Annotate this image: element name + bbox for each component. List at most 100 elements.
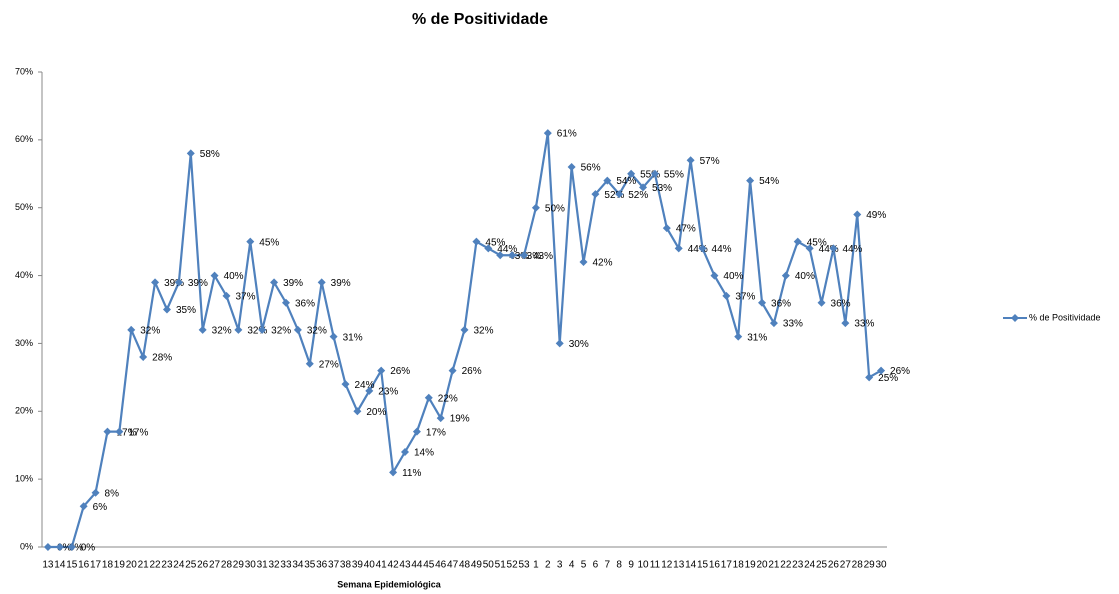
x-tick-label: 47 bbox=[447, 560, 459, 571]
data-label: 24% bbox=[354, 380, 374, 391]
x-tick-label: 33 bbox=[280, 560, 292, 571]
point-marker bbox=[270, 278, 279, 287]
point-marker bbox=[662, 224, 671, 233]
x-tick-label: 19 bbox=[114, 560, 126, 571]
data-label: 11% bbox=[402, 468, 421, 479]
point-marker bbox=[615, 190, 624, 199]
point-marker bbox=[520, 251, 529, 260]
y-tick-label: 10% bbox=[15, 474, 33, 484]
x-tick-label: 5 bbox=[581, 560, 587, 571]
x-tick-label: 46 bbox=[435, 560, 447, 571]
point-marker bbox=[710, 271, 719, 280]
x-tick-label: 25 bbox=[816, 560, 828, 571]
point-marker bbox=[91, 488, 100, 497]
data-label: 32% bbox=[271, 325, 291, 336]
data-label: 31% bbox=[343, 332, 363, 343]
point-marker bbox=[591, 190, 600, 199]
x-tick-label: 9 bbox=[628, 560, 634, 571]
data-label: 44% bbox=[819, 244, 839, 255]
point-marker bbox=[746, 176, 755, 185]
point-marker bbox=[281, 298, 290, 307]
point-marker bbox=[412, 427, 421, 436]
data-label: 43% bbox=[521, 251, 541, 262]
x-tick-label: 1 bbox=[533, 560, 539, 571]
x-tick-label: 29 bbox=[864, 560, 876, 571]
legend-label: % de Positividade bbox=[1029, 312, 1101, 322]
x-tick-label: 28 bbox=[221, 560, 233, 571]
x-tick-label: 44 bbox=[411, 560, 423, 571]
data-label: 36% bbox=[295, 298, 315, 309]
data-label: 0% bbox=[81, 543, 96, 554]
x-tick-label: 32 bbox=[269, 560, 281, 571]
x-tick-label: 20 bbox=[756, 560, 768, 571]
data-label: 45% bbox=[259, 237, 279, 248]
point-marker bbox=[222, 291, 231, 300]
data-label: 50% bbox=[545, 203, 565, 214]
data-label: 52% bbox=[604, 190, 624, 201]
data-label: 32% bbox=[140, 325, 160, 336]
point-marker bbox=[151, 278, 160, 287]
point-marker bbox=[555, 339, 564, 348]
point-marker bbox=[853, 210, 862, 219]
x-tick-label: 14 bbox=[54, 560, 66, 571]
x-tick-label: 45 bbox=[423, 560, 435, 571]
data-label: 54% bbox=[616, 176, 636, 187]
x-axis-title: Semana Epidemiológica bbox=[337, 579, 442, 589]
point-marker bbox=[293, 325, 302, 334]
data-label: 28% bbox=[152, 353, 172, 364]
point-marker bbox=[400, 448, 409, 456]
chart-title: % de Positividade bbox=[412, 11, 548, 28]
x-tick-label: 6 bbox=[593, 560, 599, 571]
point-marker bbox=[460, 325, 469, 334]
data-label: 47% bbox=[676, 224, 696, 235]
data-label: 43% bbox=[533, 251, 553, 262]
x-tick-label: 18 bbox=[102, 560, 114, 571]
x-tick-label: 50 bbox=[483, 560, 495, 571]
data-label: 33% bbox=[783, 319, 803, 330]
x-tick-label: 21 bbox=[138, 560, 150, 571]
y-tick-label: 30% bbox=[15, 338, 33, 348]
x-tick-label: 48 bbox=[459, 560, 471, 571]
x-tick-label: 24 bbox=[173, 560, 185, 571]
data-label: 27% bbox=[319, 359, 339, 370]
point-marker bbox=[103, 427, 112, 436]
point-marker bbox=[567, 163, 576, 171]
data-label: 14% bbox=[414, 448, 434, 459]
point-marker bbox=[627, 169, 636, 178]
point-marker bbox=[67, 543, 76, 551]
data-label: 26% bbox=[462, 366, 482, 377]
point-marker bbox=[543, 129, 552, 138]
data-label: 52% bbox=[628, 190, 648, 201]
x-tick-label: 7 bbox=[605, 560, 611, 571]
x-tick-label: 41 bbox=[376, 560, 388, 571]
data-label: 35% bbox=[176, 305, 196, 316]
point-marker bbox=[55, 543, 64, 551]
x-tick-label: 35 bbox=[304, 560, 316, 571]
point-marker bbox=[722, 291, 731, 300]
point-marker bbox=[865, 373, 874, 382]
data-label: 30% bbox=[569, 339, 589, 350]
x-tick-label: 42 bbox=[388, 560, 400, 571]
point-marker bbox=[674, 244, 683, 253]
data-label: 45% bbox=[485, 237, 505, 248]
point-marker bbox=[841, 319, 850, 328]
point-marker bbox=[579, 258, 588, 266]
data-label: 58% bbox=[200, 149, 220, 160]
x-tick-label: 52 bbox=[507, 560, 519, 571]
x-tick-label: 31 bbox=[257, 560, 269, 571]
x-tick-label: 29 bbox=[233, 560, 245, 571]
x-tick-label: 17 bbox=[721, 560, 733, 571]
x-tick-label: 26 bbox=[197, 560, 209, 571]
point-marker bbox=[246, 237, 255, 246]
point-marker bbox=[186, 149, 195, 158]
data-label: 25% bbox=[878, 373, 898, 384]
x-tick-label: 10 bbox=[637, 560, 649, 571]
y-tick-label: 20% bbox=[15, 406, 33, 416]
data-label: 53% bbox=[652, 183, 672, 194]
data-label: 39% bbox=[164, 278, 184, 289]
data-label: 32% bbox=[474, 325, 494, 336]
data-label: 32% bbox=[212, 325, 232, 336]
x-tick-label: 15 bbox=[697, 560, 709, 571]
point-marker bbox=[139, 353, 148, 361]
y-tick-label: 50% bbox=[15, 202, 33, 212]
